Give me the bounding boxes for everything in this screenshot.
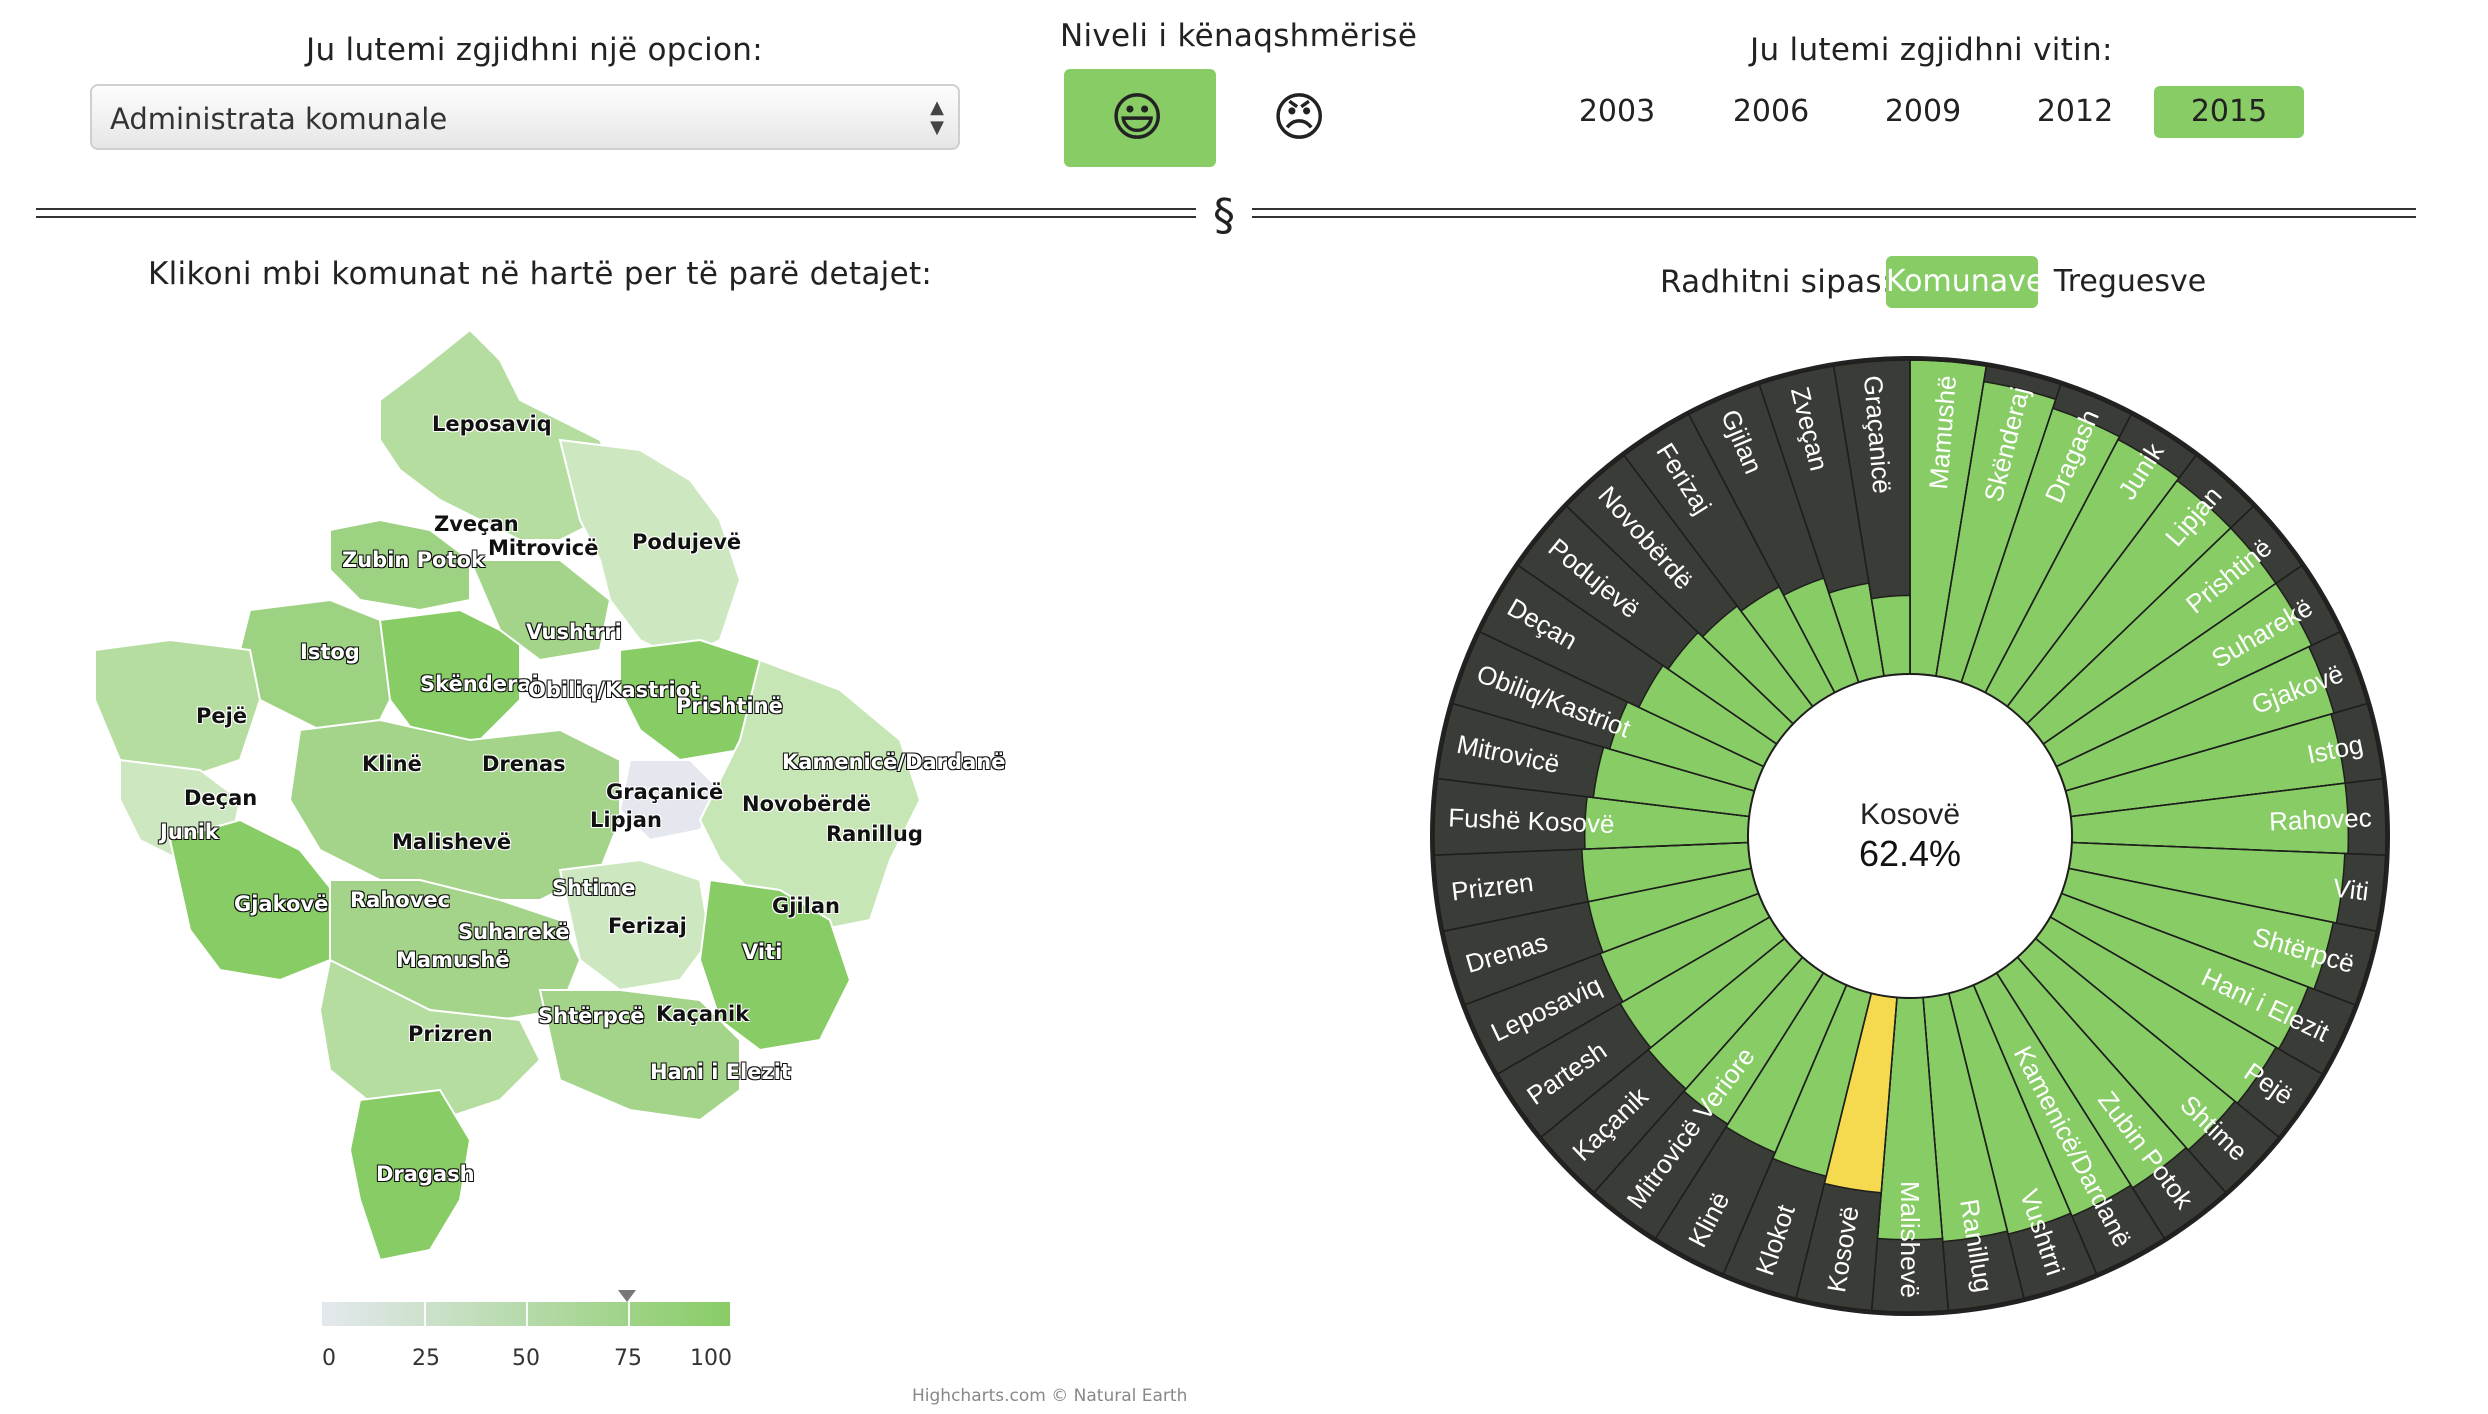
map-label-drenas: Drenas <box>482 752 566 776</box>
scale-label-50: 50 <box>512 1346 540 1371</box>
map-label-rahovec: Rahovec <box>350 888 451 912</box>
map-label-novoberde: Novobërdë <box>742 792 872 816</box>
map-label-vushtrri: Vushtrri <box>526 620 622 644</box>
map-label-shterpce: Shtërpcë <box>538 1004 645 1028</box>
scale-marker-icon <box>618 1290 636 1302</box>
map-label-gjakove: Gjakovë <box>234 892 329 916</box>
scale-tick <box>424 1302 426 1326</box>
bar-label-29: Fushë Kosovë <box>1448 802 1615 839</box>
map-label-malisheve: Malishevë <box>392 830 512 854</box>
map-label-shtime: Shtime <box>552 876 636 900</box>
map-label-mamushe: Mamushë <box>396 948 510 972</box>
map-region-prizren[interactable] <box>318 958 542 1122</box>
map-label-ranillug: Ranillug <box>826 822 923 846</box>
center-value: 62.4% <box>1859 833 1961 874</box>
year-2012-button[interactable]: 2012 <box>2036 94 2114 129</box>
map-region-dragash[interactable] <box>348 1088 472 1262</box>
map-label-kacanik: Kaçanik <box>656 1002 750 1026</box>
year-2003-button[interactable]: 2003 <box>1578 94 1656 129</box>
center-label: Kosovë <box>1860 798 1960 831</box>
map-label-decan: Deçan <box>184 786 258 810</box>
map-label-junik: Junik <box>160 820 219 844</box>
map-label-zubin-potok: Zubin Potok <box>342 548 485 572</box>
scale-label-25: 25 <box>412 1346 440 1371</box>
option-select-value: Administrata komunale <box>110 102 448 136</box>
map-label-dragash: Dragash <box>376 1162 475 1186</box>
bar-label-10: Viti <box>2331 872 2370 906</box>
map-label-viti: Viti <box>742 940 783 964</box>
kosovo-map[interactable] <box>80 320 1020 1280</box>
map-credit[interactable]: Highcharts.com © Natural Earth <box>912 1386 1188 1406</box>
scale-label-100: 100 <box>690 1346 732 1371</box>
scale-label-75: 75 <box>614 1346 642 1371</box>
map-region-istog[interactable] <box>238 598 402 732</box>
map-label-podujeve: Podujevë <box>632 530 742 554</box>
section-sign-icon: § <box>1196 186 1252 246</box>
map-label-suhareke: Suharekë <box>458 920 570 944</box>
scale-label-0: 0 <box>322 1346 336 1371</box>
map-label-kamenice: Kamenicë/Dardanë <box>782 750 1006 774</box>
map-region-ferizaj[interactable] <box>558 858 712 992</box>
map-label-peje: Pejë <box>196 704 248 728</box>
scale-tick <box>526 1302 528 1326</box>
map-label-mitrovice: Mitrovicë <box>488 536 599 560</box>
select-arrows-icon: ▲ ▼ <box>930 97 944 138</box>
map-label-zvecan: Zveçan <box>434 512 519 536</box>
map-label-istog: Istog <box>300 640 360 664</box>
bar-label-19: Malishevë <box>1895 1181 1925 1298</box>
sort-by-municipality-button[interactable]: Komunave <box>1886 256 2044 308</box>
map-label-leposaviq: Leposaviq <box>432 412 552 436</box>
map-region-pej[interactable] <box>94 638 262 782</box>
map-region-zubin-potok[interactable] <box>329 518 471 612</box>
satisfaction-label: Niveli i kënaqshmërisë <box>1060 18 1418 54</box>
map-label-kline: Klinë <box>362 752 422 776</box>
unsatisfied-button[interactable]: 😠 <box>1226 69 1378 167</box>
map-label-ferizaj: Ferizaj <box>608 914 687 938</box>
smiley-face-icon: 😃 <box>1110 88 1165 148</box>
map-label-skenderaj: Skënderaj <box>420 672 539 696</box>
year-2015-button[interactable]: 2015 <box>2154 86 2304 138</box>
sort-label: Radhitni sipas: <box>1660 264 1893 300</box>
map-title: Klikoni mbi komunat në hartë per të parë… <box>148 256 933 292</box>
map-label-gracanice: Graçanicë <box>606 780 724 804</box>
scale-tick <box>628 1302 630 1326</box>
map-region-shterpce-kacanik[interactable] <box>538 989 741 1122</box>
map-label-prizren: Prizren <box>408 1022 493 1046</box>
option-select[interactable]: Administrata komunale ▲ ▼ <box>90 84 960 150</box>
map-label-hani-elezit: Hani i Elezit <box>650 1060 791 1084</box>
year-label: Ju lutemi zgjidhni vitin: <box>1750 32 2113 68</box>
bar-label-9: Rahovec <box>2268 802 2372 836</box>
map-label-gjilan: Gjilan <box>772 894 840 918</box>
year-2009-button[interactable]: 2009 <box>1884 94 1962 129</box>
map-label-prishtine: Prishtinë <box>676 694 783 718</box>
radial-bar-chart: Mamushë Skënderaj Dragash JunikLipjanPrisht… <box>1430 356 2390 1316</box>
satisfied-button[interactable]: 😃 <box>1064 69 1216 167</box>
chart-center <box>1747 673 2073 999</box>
map-region-skenderaj[interactable] <box>378 608 521 741</box>
map-region-gjilan-viti[interactable] <box>698 878 852 1052</box>
angry-face-icon: 😠 <box>1272 88 1327 148</box>
map-label-obiliq: Obiliq/Kastriot <box>528 678 701 702</box>
map-label-lipjan: Lipjan <box>590 808 662 832</box>
map-region-vushtrri[interactable] <box>468 559 612 662</box>
sort-by-indicator-button[interactable]: Treguesve <box>2053 264 2207 299</box>
option-label: Ju lutemi zgjidhni një opcion: <box>306 32 763 68</box>
year-2006-button[interactable]: 2006 <box>1732 94 1810 129</box>
